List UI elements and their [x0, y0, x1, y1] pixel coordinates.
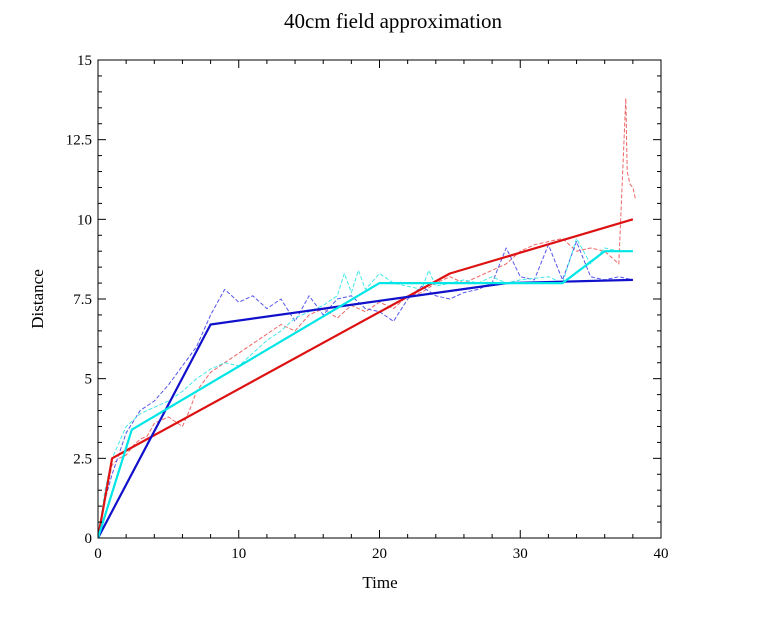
y-axis-label: Distance [28, 269, 47, 328]
x-tick-labels: 0 10 20 30 40 [94, 546, 668, 562]
y-tick-label: 0 [85, 531, 93, 547]
solid-series-group [98, 218, 634, 538]
y-tick-label: 7.5 [73, 292, 92, 308]
y-tick-labels: 0 2.5 5 7.5 10 12.5 15 [66, 53, 92, 547]
y-tick-label: 10 [77, 212, 92, 228]
dashed-series-line-5 [98, 238, 633, 538]
x-tick-label: 10 [231, 546, 246, 562]
solid-series-line-0 [98, 218, 634, 538]
dashed-series-line-3 [98, 97, 637, 538]
y-tick-label: 12.5 [66, 133, 92, 149]
axis-ticks [97, 59, 662, 539]
solid-series-line-2 [98, 250, 633, 538]
solid-series-line-1 [98, 278, 633, 538]
plot-frame [97, 59, 662, 539]
chart-title: 40cm field approximation [284, 9, 503, 33]
x-tick-label: 30 [513, 546, 528, 562]
dashed-series-group [98, 97, 637, 538]
dashed-series-line-4 [98, 241, 634, 538]
x-tick-label: 40 [654, 546, 669, 562]
x-tick-label: 0 [94, 546, 102, 562]
y-tick-label: 5 [85, 372, 93, 388]
y-tick-label: 15 [77, 53, 92, 69]
y-tick-label: 2.5 [73, 451, 92, 467]
x-axis-label: Time [362, 573, 397, 592]
x-tick-label: 20 [372, 546, 387, 562]
